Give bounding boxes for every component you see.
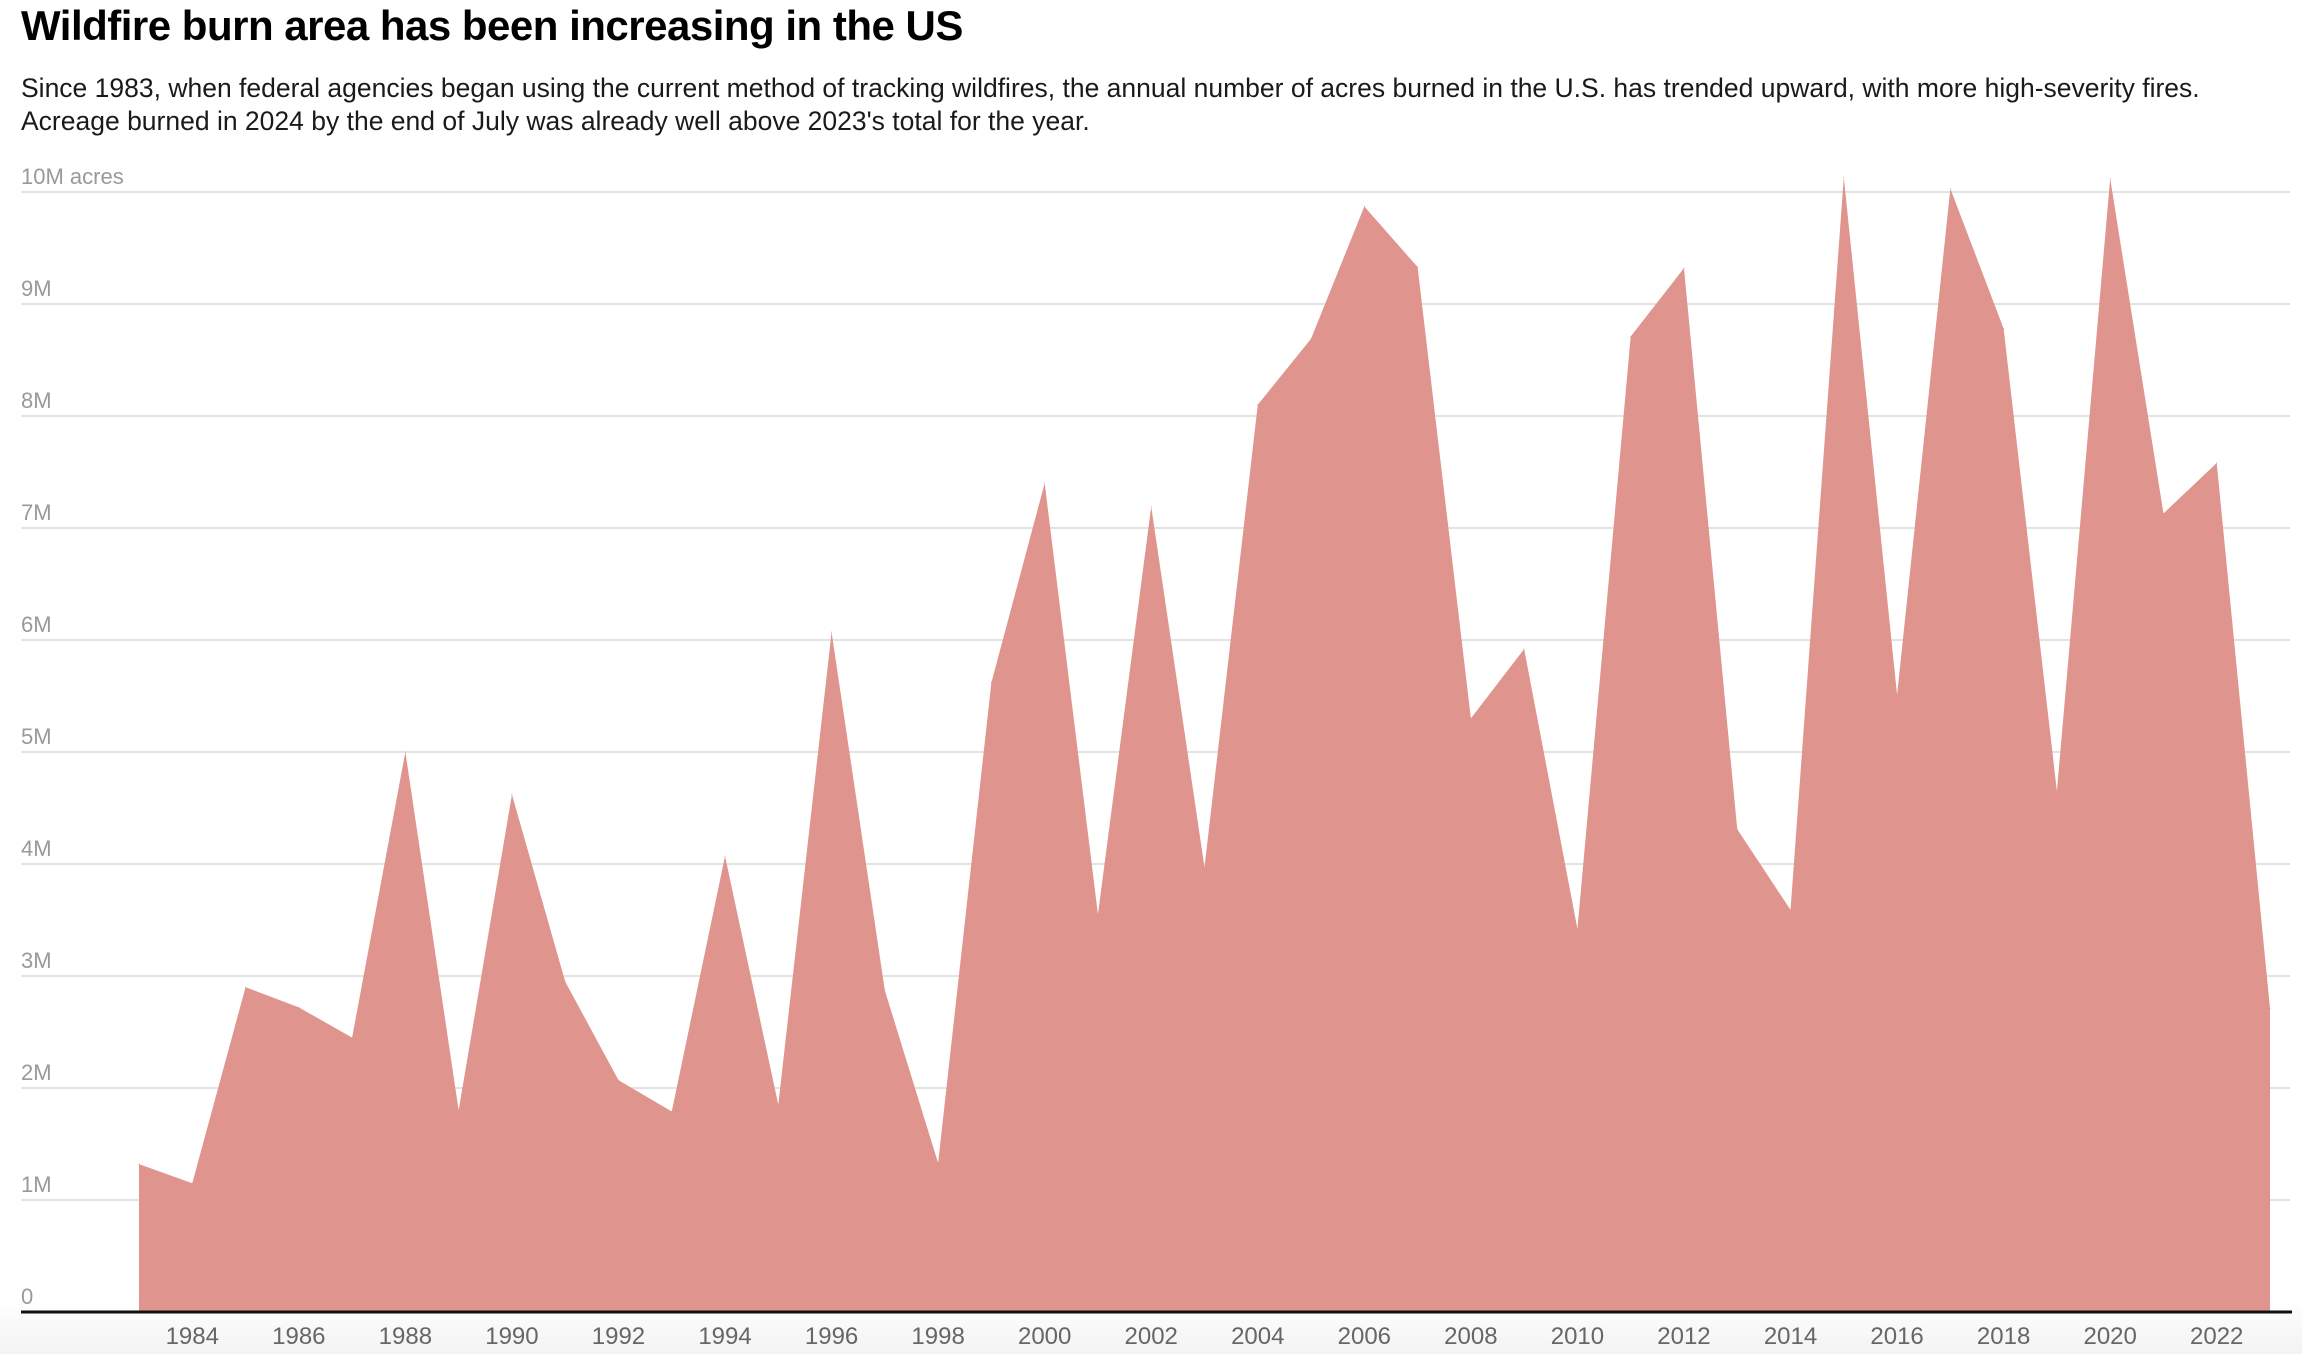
data-point-2013 — [1736, 828, 1738, 830]
data-point-2021 — [2162, 512, 2164, 514]
data-point-2014 — [1790, 909, 1792, 911]
y-tick-label: 4M — [21, 836, 52, 861]
data-point-2019 — [2056, 790, 2058, 792]
data-point-2016 — [1896, 694, 1898, 696]
data-point-2023 — [2269, 1007, 2271, 1009]
data-point-1994 — [724, 855, 726, 857]
x-tick-label: 2012 — [1657, 1323, 1710, 1350]
y-tick-label: 6M — [21, 612, 52, 637]
x-tick-label: 2002 — [1125, 1323, 1178, 1350]
data-point-2017 — [1949, 188, 1951, 190]
data-point-1983 — [138, 1163, 140, 1165]
data-point-1985 — [245, 986, 247, 988]
data-point-2009 — [1523, 648, 1525, 650]
y-tick-label: 0 — [21, 1284, 33, 1309]
data-point-2001 — [1097, 913, 1099, 915]
data-point-2012 — [1683, 267, 1685, 269]
chart-title: Wildfire burn area has been increasing i… — [21, 2, 963, 49]
x-tick-label: 1988 — [379, 1323, 432, 1350]
x-tick-label: 1996 — [805, 1323, 858, 1350]
y-tick-label: 2M — [21, 1060, 52, 1085]
y-tick-label: 9M — [21, 276, 52, 301]
x-tick-label: 1984 — [166, 1323, 219, 1350]
x-tick-label: 2010 — [1551, 1323, 1604, 1350]
y-tick-label: 8M — [21, 388, 52, 413]
data-point-1997 — [884, 990, 886, 992]
data-point-2004 — [1257, 404, 1259, 406]
data-point-1988 — [404, 751, 406, 753]
x-tick-label: 2018 — [1977, 1323, 2030, 1350]
y-tick-label: 7M — [21, 500, 52, 525]
data-point-2011 — [1630, 335, 1632, 337]
x-tick-label: 2020 — [2083, 1323, 2136, 1350]
data-point-2003 — [1204, 866, 1205, 868]
data-point-1986 — [298, 1006, 300, 1008]
y-axis: 0 1M 2M 3M 4M 5M 6M 7M 8M 9M 10M acres — [21, 164, 124, 1309]
data-point-1991 — [564, 981, 566, 983]
x-tick-label: 2000 — [1018, 1323, 1071, 1350]
x-tick-label: 1998 — [911, 1323, 964, 1350]
chart-subtitle: Since 1983, when federal agencies began … — [21, 73, 2200, 136]
x-tick-label: 1994 — [698, 1323, 751, 1350]
x-axis: 1984 1986 1988 1990 1992 1994 1996 1998 2000 2002… — [166, 1323, 2244, 1350]
data-point-1990 — [511, 794, 513, 796]
x-tick-label: 2022 — [2190, 1323, 2243, 1350]
data-point-2005 — [1310, 338, 1312, 340]
data-point-1989 — [458, 1109, 460, 1111]
x-tick-label: 1986 — [272, 1323, 325, 1350]
data-point-1987 — [351, 1037, 353, 1039]
data-point-2008 — [1470, 717, 1472, 719]
x-tick-label: 2004 — [1231, 1323, 1284, 1350]
data-point-1998 — [937, 1162, 939, 1164]
data-point-1995 — [777, 1104, 779, 1106]
area-series-acres-burned — [139, 177, 2270, 1313]
area-layer — [138, 176, 2271, 1313]
data-point-1992 — [617, 1079, 619, 1081]
x-tick-label: 2008 — [1444, 1323, 1497, 1350]
x-tick-label: 1992 — [592, 1323, 645, 1350]
y-tick-label: 1M — [21, 1172, 52, 1197]
data-point-1996 — [831, 631, 833, 633]
data-point-1999 — [990, 682, 992, 684]
data-point-2018 — [2003, 328, 2005, 330]
data-point-2000 — [1044, 482, 1046, 484]
x-tick-label: 2006 — [1338, 1323, 1391, 1350]
data-point-1993 — [671, 1111, 673, 1113]
y-tick-label: 3M — [21, 948, 52, 973]
data-point-2020 — [2109, 178, 2111, 180]
data-point-2007 — [1417, 266, 1419, 268]
data-point-2015 — [1843, 176, 1845, 178]
x-tick-label: 2016 — [1870, 1323, 1923, 1350]
x-tick-label: 1990 — [485, 1323, 538, 1350]
data-point-2010 — [1576, 928, 1578, 930]
data-point-1984 — [191, 1182, 193, 1184]
y-tick-label: 5M — [21, 724, 52, 749]
data-point-2006 — [1363, 206, 1365, 208]
data-point-2002 — [1150, 506, 1152, 508]
y-tick-label: 10M acres — [21, 164, 124, 189]
data-point-2022 — [2216, 462, 2218, 464]
x-tick-label: 2014 — [1764, 1323, 1817, 1350]
